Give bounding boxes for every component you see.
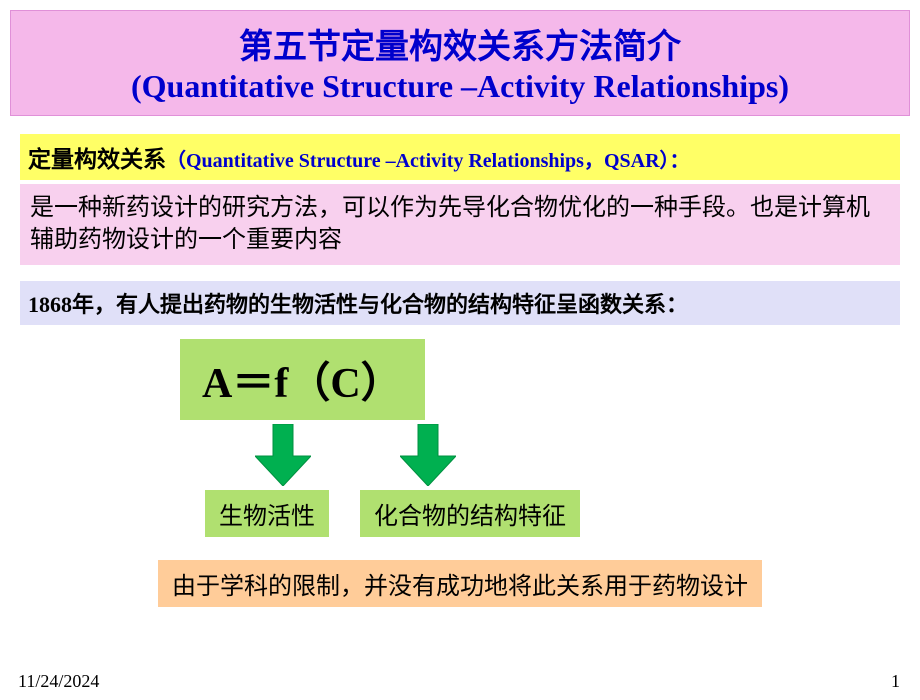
definition-box: 定量构效关系（Quantitative Structure –Activity … <box>20 134 900 180</box>
history-text: 年，有人提出药物的生物活性与化合物的结构特征呈函数关系： <box>72 292 688 317</box>
definition-en: （Quantitative Structure –Activity Relati… <box>166 150 690 172</box>
title-line2: (Quantitative Structure –Activity Relati… <box>15 68 905 105</box>
title-box: 第五节定量构效关系方法简介 (Quantitative Structure –A… <box>10 10 910 116</box>
footer-page: 1 <box>891 671 900 692</box>
label-right: 化合物的结构特征 <box>360 490 580 537</box>
arrow-down-icon <box>400 424 456 486</box>
arrow-down-icon <box>255 424 311 486</box>
arrows-row <box>0 420 920 490</box>
label-left: 生物活性 <box>205 490 329 537</box>
formula-box: A＝f（C） <box>180 339 425 420</box>
definition-cn: 定量构效关系 <box>28 147 166 172</box>
footer-date: 11/24/2024 <box>18 671 99 692</box>
note-box: 由于学科的限制，并没有成功地将此关系用于药物设计 <box>158 560 762 607</box>
history-box: 1868年，有人提出药物的生物活性与化合物的结构特征呈函数关系： <box>20 281 900 325</box>
formula-row: A＝f（C） <box>0 339 920 420</box>
description-box: 是一种新药设计的研究方法，可以作为先导化合物优化的一种手段。也是计算机辅助药物设… <box>20 184 900 265</box>
history-year: 1868 <box>28 292 72 317</box>
title-line1: 第五节定量构效关系方法简介 <box>15 19 905 68</box>
note-row: 由于学科的限制，并没有成功地将此关系用于药物设计 <box>0 560 920 607</box>
labels-row: 生物活性 化合物的结构特征 <box>0 490 920 540</box>
